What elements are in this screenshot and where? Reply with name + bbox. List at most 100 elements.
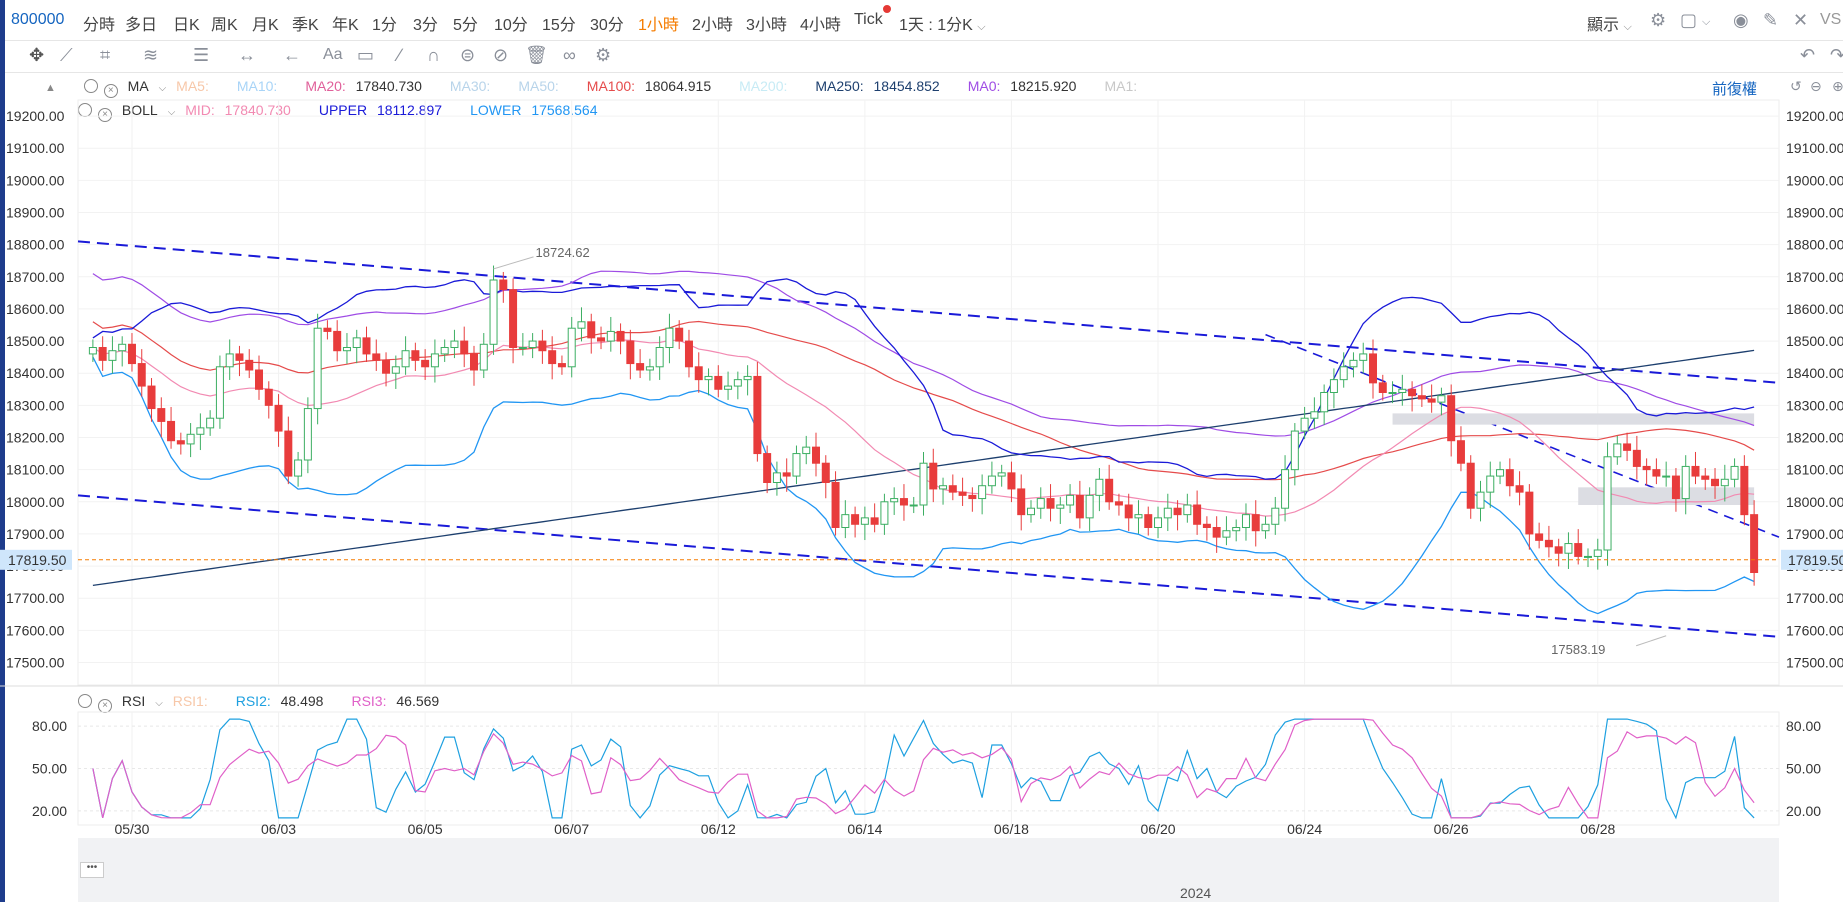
ma-legend-item: MA200: bbox=[739, 78, 793, 94]
price-tick-right: 17500.00 bbox=[1786, 655, 1843, 671]
symbol-code[interactable]: 800000 bbox=[11, 11, 65, 28]
time-navigator[interactable] bbox=[78, 838, 1779, 902]
candle-body bbox=[1701, 475, 1710, 480]
candle-body bbox=[1349, 359, 1358, 368]
period-tab-2hour[interactable]: 2小時 bbox=[692, 17, 733, 34]
period-tab-10min[interactable]: 10分 bbox=[494, 17, 528, 34]
price-tick-left: 17800.00 bbox=[6, 558, 65, 574]
period-tab-15min[interactable]: 15分 bbox=[542, 17, 576, 34]
period-tab-1min[interactable]: 1分 bbox=[372, 17, 397, 34]
period-tab-month[interactable]: 月K bbox=[252, 17, 279, 34]
wave-tool-icon[interactable]: ≋ bbox=[143, 45, 159, 65]
camera-icon[interactable]: ◉ bbox=[1733, 10, 1749, 30]
pen-edit-icon[interactable]: ✎ bbox=[1763, 10, 1779, 30]
move-cross-icon[interactable]: ✥ bbox=[29, 45, 45, 65]
candle-body bbox=[382, 359, 391, 374]
tool-settings-icon[interactable]: ⚙ bbox=[595, 45, 612, 65]
candle-body bbox=[587, 321, 596, 339]
candle-body bbox=[772, 472, 781, 484]
price-tick-right: 18500.00 bbox=[1786, 333, 1843, 349]
candle-body bbox=[1173, 507, 1182, 516]
vs-button[interactable]: VS bbox=[1820, 11, 1842, 28]
period-tab-year[interactable]: 年K bbox=[332, 17, 359, 34]
magnet-icon[interactable]: ∩ bbox=[427, 45, 440, 65]
date-tick-label: 06/24 bbox=[1287, 821, 1322, 837]
candle-body bbox=[704, 375, 713, 381]
restore-rights-button[interactable]: 前復權 bbox=[1711, 81, 1757, 98]
rsi-chevron-icon[interactable]: ⌵ bbox=[155, 698, 163, 709]
boll-lower-line bbox=[92, 356, 1755, 615]
channel-tool-icon[interactable]: ⌗ bbox=[100, 45, 111, 65]
ma-close-icon[interactable]: × bbox=[103, 84, 118, 98]
range-tool-icon[interactable]: ↔ bbox=[238, 45, 256, 65]
ma-chevron-icon[interactable]: ⌵ bbox=[158, 83, 167, 94]
candle-body bbox=[1681, 465, 1690, 500]
period-tab-fenshi[interactable]: 分時 bbox=[83, 17, 116, 34]
ma-legend-item: MA10: bbox=[237, 78, 283, 94]
candle-body bbox=[196, 427, 205, 435]
date-tick-label: 06/28 bbox=[1580, 821, 1615, 837]
period-tab-5min[interactable]: 5分 bbox=[453, 17, 478, 34]
period-tab-multiday[interactable]: 多日 bbox=[125, 17, 158, 34]
boll-legend-name: UPPER bbox=[318, 102, 368, 118]
ruler-tool-icon[interactable]: ∕ bbox=[398, 45, 402, 65]
candle-body bbox=[313, 327, 322, 410]
link-icon[interactable]: ∞ bbox=[563, 45, 576, 65]
price-tick-left: 17500.00 bbox=[6, 655, 65, 671]
trend-line-icon[interactable]: ⟋ bbox=[60, 45, 73, 65]
ma-legend-item: MA5: bbox=[176, 78, 215, 94]
zoom-in-icon[interactable]: ⊕ bbox=[1832, 78, 1843, 94]
trash-icon[interactable]: 🗑 bbox=[525, 45, 548, 65]
layout-square-icon[interactable]: ▢ bbox=[1680, 10, 1698, 30]
boll-close-icon[interactable]: × bbox=[98, 108, 112, 122]
ma-legend-value: 18454.852 bbox=[869, 78, 940, 94]
fib-tool-icon[interactable]: ☰ bbox=[193, 45, 210, 65]
reset-icon[interactable]: ↺ bbox=[1790, 78, 1802, 94]
candle-body bbox=[1583, 555, 1592, 558]
period-tab-1hour[interactable]: 1小時 bbox=[638, 17, 679, 34]
candle-body bbox=[450, 340, 459, 349]
period-tab-3min[interactable]: 3分 bbox=[413, 17, 438, 34]
candle-body bbox=[469, 353, 478, 371]
undo-icon[interactable]: ↶ bbox=[1800, 45, 1816, 65]
chevron-down-icon[interactable]: ⌵ bbox=[1702, 16, 1711, 28]
resistance-zone bbox=[1392, 413, 1755, 425]
candle-body bbox=[1554, 546, 1563, 554]
zoom-out-icon[interactable]: ⊖ bbox=[1810, 78, 1822, 94]
comment-tool-icon[interactable]: ▭ bbox=[357, 45, 375, 65]
collapse-arrows-icon[interactable]: ✕ bbox=[1793, 10, 1809, 30]
candle-body bbox=[606, 330, 615, 342]
ma-legend-item: MA0: 18215.920 bbox=[968, 78, 1083, 94]
period-tab-week[interactable]: 周K bbox=[211, 17, 238, 34]
price-tick-left: 18700.00 bbox=[6, 269, 65, 285]
current-price-value-left: 17819.50 bbox=[8, 552, 67, 568]
boll-chevron-icon[interactable]: ⌵ bbox=[167, 107, 176, 118]
collapse-up-icon[interactable]: ▲ bbox=[45, 82, 56, 94]
display-menu[interactable]: 顯示 ⌵ bbox=[1587, 11, 1632, 35]
text-tool-icon[interactable]: Aa bbox=[323, 46, 343, 63]
period-tab-tick[interactable]: Tick bbox=[854, 11, 883, 28]
boll-settings-icon[interactable] bbox=[78, 103, 92, 117]
period-tab-quarter[interactable]: 季K bbox=[292, 17, 319, 34]
redo-icon[interactable]: ↷ bbox=[1830, 45, 1843, 65]
candle-body bbox=[733, 379, 742, 387]
candle-body bbox=[1671, 475, 1680, 500]
navigator-menu-button[interactable]: ••• bbox=[80, 862, 104, 878]
settings-gear-icon[interactable]: ⚙ bbox=[1650, 10, 1667, 30]
ma-settings-icon[interactable] bbox=[83, 79, 98, 93]
candle-body bbox=[235, 353, 244, 361]
period-tab-3hour[interactable]: 3小時 bbox=[746, 17, 787, 34]
range-select[interactable]: 1天 : 1分K ⌵ bbox=[899, 11, 986, 35]
period-tab-30min[interactable]: 30分 bbox=[590, 17, 624, 34]
rsi-pane-border bbox=[77, 711, 1780, 826]
rsi-close-icon[interactable]: × bbox=[98, 699, 112, 713]
eye-toggle-icon[interactable]: ⊜ bbox=[460, 45, 476, 65]
arrow-tool-icon[interactable]: ← bbox=[283, 45, 301, 65]
hide-drawings-icon[interactable]: ⊘ bbox=[493, 45, 509, 65]
period-tab-4hour[interactable]: 4小時 bbox=[800, 17, 841, 34]
rsi-settings-icon[interactable] bbox=[78, 694, 92, 708]
period-tab-day[interactable]: 日K bbox=[173, 17, 200, 34]
price-tick-left: 18800.00 bbox=[6, 237, 65, 253]
chevron-down-icon: ⌵ bbox=[1623, 21, 1632, 33]
